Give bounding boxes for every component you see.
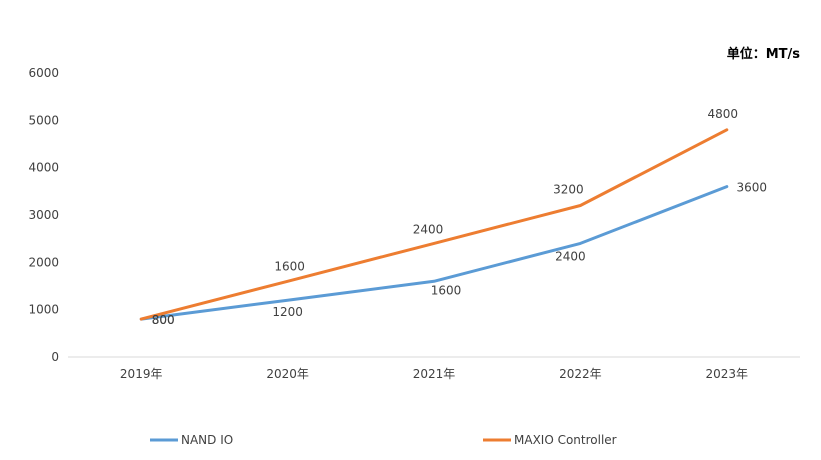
legend-entry: NAND IO [181, 433, 233, 447]
data-label: 4800 [708, 107, 739, 121]
legend: NAND IO MAXIO Controller [150, 433, 617, 447]
series-line-0 [139, 185, 729, 321]
x-tick-label: 2019年 [120, 367, 163, 381]
y-tick-label: 4000 [28, 161, 59, 175]
x-tick-label: 2020年 [266, 367, 309, 381]
y-tick-label: 1000 [28, 303, 59, 317]
data-label: 1600 [431, 283, 462, 297]
data-label: 1600 [274, 259, 305, 273]
y-tick-label: 3000 [28, 208, 59, 222]
data-label: 800 [152, 313, 175, 327]
series-lines [139, 128, 729, 321]
unit-label: 单位：MT/s [727, 46, 801, 62]
data-label: 2400 [413, 222, 444, 236]
x-tick-label: 2021年 [413, 367, 456, 381]
x-axis: 2019年 2020年 2021年 2022年 2023年 [120, 367, 748, 381]
x-tick-label: 2023年 [706, 367, 749, 381]
y-tick-label: 5000 [28, 113, 59, 127]
legend-entry: MAXIO Controller [514, 433, 617, 447]
data-label: 800 [152, 313, 175, 327]
data-label: 3200 [553, 183, 584, 197]
x-tick-label: 2022年 [559, 367, 602, 381]
series-line-1 [139, 128, 729, 321]
y-tick-label: 2000 [28, 255, 59, 269]
y-tick-label: 6000 [28, 66, 59, 80]
data-label: 2400 [555, 249, 586, 263]
y-tick-label: 0 [51, 350, 59, 364]
data-label: 3600 [737, 181, 768, 195]
y-axis: 0 1000 2000 3000 4000 5000 6000 [28, 66, 59, 364]
data-label: 1200 [272, 305, 303, 319]
